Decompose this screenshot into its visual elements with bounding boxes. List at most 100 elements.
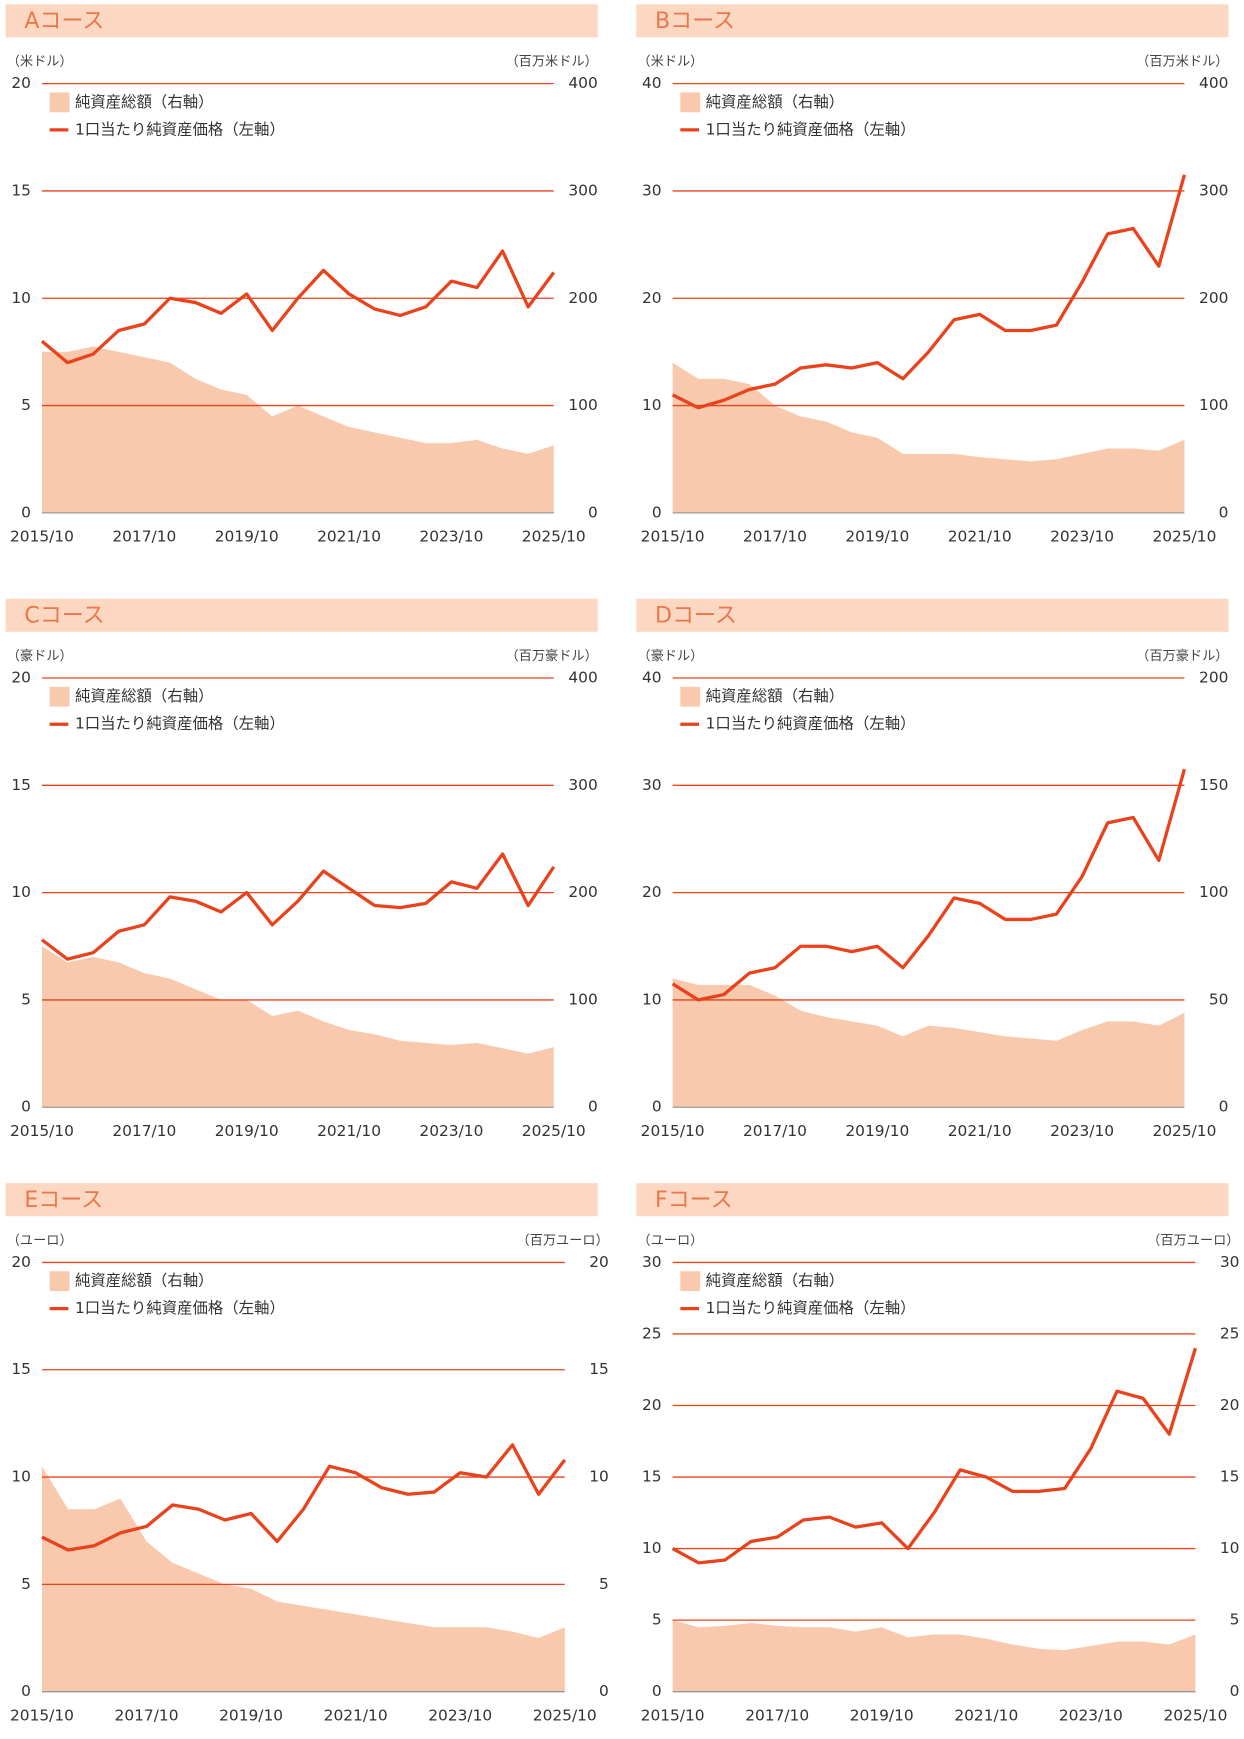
legend-label: 1口当たり純資産価格（左軸） [706, 1299, 916, 1317]
title-bar [636, 4, 1229, 38]
title-bar [5, 1183, 598, 1217]
y-axis-unit: （ユーロ） [7, 1233, 73, 1248]
chart-title: Aコース [24, 9, 104, 34]
y-tick-label: 40 [642, 74, 662, 92]
y2-tick-label: 200 [1199, 289, 1228, 307]
chart-title: Eコース [24, 1188, 103, 1213]
y-tick-label: 15 [11, 1360, 31, 1378]
net-assets-area [41, 1466, 565, 1692]
y-tick-label: 30 [642, 1253, 662, 1271]
y2-axis-unit: （百万豪ドル） [1136, 648, 1228, 664]
y-tick-label: 15 [642, 1468, 662, 1486]
x-tick-label: 2019/10 [219, 1706, 283, 1724]
x-tick-label: 2015/10 [641, 528, 705, 546]
nav-line [41, 1443, 567, 1552]
y-axis-unit: （米ドル） [637, 54, 703, 70]
legend-label: 純資産総額（右軸） [706, 93, 845, 111]
y-tick-label: 5 [652, 1611, 662, 1629]
legend-swatch [49, 92, 70, 113]
x-tick-label: 2015/10 [10, 1706, 74, 1724]
x-tick-label: 2021/10 [948, 1122, 1012, 1140]
y2-tick-label: 50 [1209, 990, 1229, 1008]
legend-label: 1口当たり純資産価格（左軸） [75, 1299, 285, 1317]
y-axis-unit: （豪ドル） [7, 648, 73, 664]
y-tick-label: 25 [642, 1324, 662, 1342]
x-tick-label: 2017/10 [112, 528, 176, 546]
y2-tick-label: 300 [1199, 181, 1228, 199]
y-tick-label: 0 [21, 1098, 31, 1116]
y-tick-label: 15 [11, 181, 31, 199]
x-tick-label: 2023/10 [1050, 1122, 1114, 1140]
y2-tick-label: 200 [1199, 668, 1228, 686]
y2-tick-label: 0 [599, 1682, 609, 1700]
legend-label: 純資産総額（右軸） [706, 1272, 845, 1290]
y-tick-label: 0 [652, 503, 662, 521]
nav-line [671, 768, 1187, 1002]
y2-tick-label: 150 [1199, 776, 1228, 794]
x-tick-label: 2023/10 [428, 1706, 492, 1724]
x-tick-label: 2023/10 [1050, 528, 1114, 546]
x-tick-label: 2023/10 [419, 528, 483, 546]
y-tick-label: 20 [11, 1253, 31, 1271]
y-tick-label: 5 [21, 1575, 31, 1593]
x-tick-label: 2025/10 [533, 1706, 597, 1724]
chart-title: Dコース [655, 603, 737, 628]
y-tick-label: 10 [11, 1468, 31, 1486]
legend-label: 純資産総額（右軸） [75, 687, 214, 705]
legend-swatch [680, 686, 701, 707]
x-tick-label: 2015/10 [641, 1706, 705, 1724]
y-axis-unit: （ユーロ） [637, 1233, 703, 1248]
x-tick-label: 2025/10 [1152, 1122, 1216, 1140]
title-bar [5, 598, 598, 632]
nav-line [40, 852, 556, 961]
y-tick-label: 20 [11, 668, 31, 686]
y2-tick-label: 200 [568, 289, 597, 307]
nav-line [40, 249, 556, 365]
legend-label: 1口当たり純資産価格（左軸） [75, 120, 285, 138]
legend-label: 純資産総額（右軸） [75, 93, 214, 111]
y-tick-label: 40 [642, 668, 662, 686]
legend-swatch [680, 1271, 701, 1292]
y2-tick-label: 15 [589, 1360, 609, 1378]
net-assets-area [41, 346, 554, 513]
y2-tick-label: 400 [568, 668, 597, 686]
y2-tick-label: 25 [1220, 1324, 1240, 1342]
net-assets-area [672, 978, 1185, 1108]
y2-tick-label: 15 [1220, 1468, 1240, 1486]
y2-tick-label: 0 [1219, 503, 1229, 521]
y-tick-label: 20 [642, 883, 662, 901]
y2-tick-label: 0 [588, 503, 598, 521]
legend-label: 純資産総額（右軸） [706, 687, 845, 705]
y2-axis-unit: （百万豪ドル） [505, 648, 597, 664]
x-tick-label: 2021/10 [317, 1122, 381, 1140]
title-bar [636, 1183, 1229, 1217]
y2-tick-label: 300 [568, 181, 597, 199]
title-bar [636, 598, 1229, 632]
x-tick-label: 2025/10 [1163, 1706, 1227, 1724]
x-tick-label: 2019/10 [845, 528, 909, 546]
chart-title: Cコース [24, 603, 104, 628]
x-tick-label: 2021/10 [954, 1706, 1018, 1724]
y2-tick-label: 400 [1199, 74, 1228, 92]
x-tick-label: 2015/10 [10, 1122, 74, 1140]
legend-label: 1口当たり純資産価格（左軸） [706, 715, 916, 733]
y-tick-label: 0 [21, 1682, 31, 1700]
x-tick-label: 2015/10 [10, 528, 74, 546]
legend-label: 1口当たり純資産価格（左軸） [75, 715, 285, 733]
x-tick-label: 2025/10 [522, 528, 586, 546]
y-tick-label: 5 [21, 396, 31, 414]
y2-tick-label: 5 [599, 1575, 609, 1593]
x-tick-label: 2021/10 [948, 528, 1012, 546]
y-tick-label: 5 [21, 990, 31, 1008]
y-tick-label: 30 [642, 181, 662, 199]
y-tick-label: 20 [642, 1396, 662, 1414]
y2-tick-label: 100 [1199, 396, 1228, 414]
y2-tick-label: 300 [568, 776, 597, 794]
x-tick-label: 2025/10 [522, 1122, 586, 1140]
y2-axis-unit: （百万米ドル） [505, 54, 597, 70]
y-axis-unit: （豪ドル） [637, 648, 703, 664]
y-tick-label: 10 [11, 289, 31, 307]
x-tick-label: 2023/10 [419, 1122, 483, 1140]
x-tick-label: 2019/10 [215, 528, 279, 546]
x-tick-label: 2019/10 [850, 1706, 914, 1724]
